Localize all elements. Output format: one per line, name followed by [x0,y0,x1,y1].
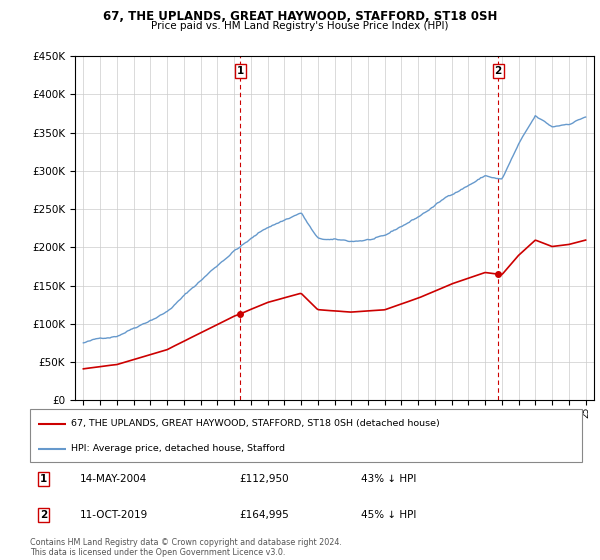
FancyBboxPatch shape [30,409,582,462]
Text: £112,950: £112,950 [240,474,289,484]
Text: 11-OCT-2019: 11-OCT-2019 [80,510,148,520]
Text: 43% ↓ HPI: 43% ↓ HPI [361,474,416,484]
Text: 2: 2 [494,66,502,76]
Text: 67, THE UPLANDS, GREAT HAYWOOD, STAFFORD, ST18 0SH: 67, THE UPLANDS, GREAT HAYWOOD, STAFFORD… [103,10,497,23]
Text: 45% ↓ HPI: 45% ↓ HPI [361,510,416,520]
Text: Contains HM Land Registry data © Crown copyright and database right 2024.
This d: Contains HM Land Registry data © Crown c… [30,538,342,557]
Text: 1: 1 [236,66,244,76]
Text: Price paid vs. HM Land Registry's House Price Index (HPI): Price paid vs. HM Land Registry's House … [151,21,449,31]
Text: HPI: Average price, detached house, Stafford: HPI: Average price, detached house, Staf… [71,444,286,453]
Text: 67, THE UPLANDS, GREAT HAYWOOD, STAFFORD, ST18 0SH (detached house): 67, THE UPLANDS, GREAT HAYWOOD, STAFFORD… [71,419,440,428]
Text: 14-MAY-2004: 14-MAY-2004 [80,474,147,484]
Text: 2: 2 [40,510,47,520]
Text: £164,995: £164,995 [240,510,290,520]
Text: 1: 1 [40,474,47,484]
